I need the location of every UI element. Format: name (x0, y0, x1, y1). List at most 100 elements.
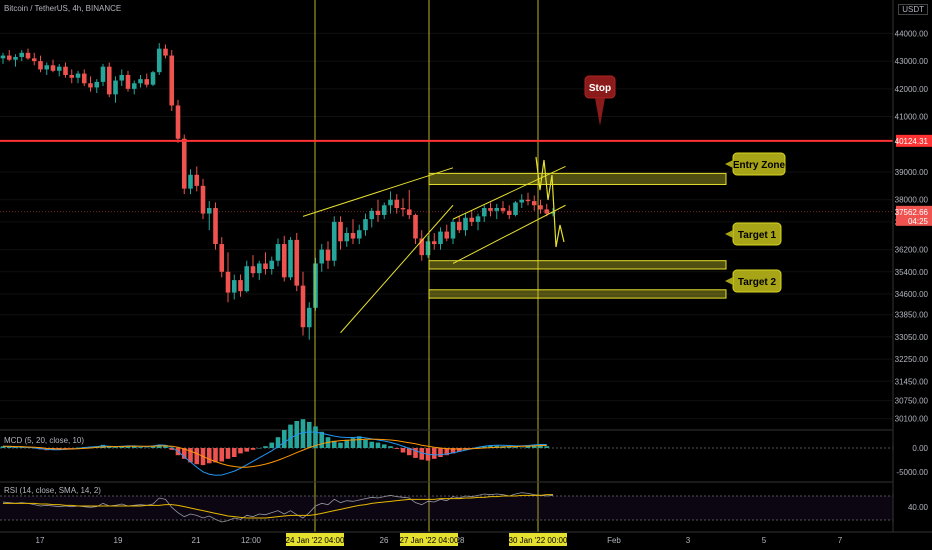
candle-body (44, 65, 50, 70)
macd-histogram-bar (300, 419, 306, 448)
macd-histogram-bar (169, 448, 175, 450)
candle-body (106, 66, 112, 95)
candle-body (363, 219, 368, 231)
macd-histogram-bar (125, 445, 131, 448)
macd-histogram-bar (213, 448, 218, 463)
macd-histogram-bar (263, 446, 268, 448)
macd-histogram-bar (63, 448, 68, 449)
projection-path (535, 156, 565, 248)
currency-badge[interactable]: USDT (898, 4, 928, 15)
time-tick-label: 7 (838, 536, 843, 545)
stop-price-label: 40124.31 (895, 137, 929, 146)
candle (200, 178, 206, 220)
candle (463, 213, 468, 236)
event-date-badge (400, 533, 458, 546)
macd-histogram-bar (188, 448, 193, 463)
candle-body (213, 208, 218, 245)
macd-histogram-bar (450, 448, 456, 454)
macd-histogram-bar (156, 444, 162, 448)
price-tick-label: 43000.00 (895, 57, 929, 66)
macd-histogram-bar (6, 446, 12, 448)
macd-histogram-bar (181, 448, 187, 459)
candle-body (100, 66, 106, 82)
candle-body (275, 244, 281, 261)
stop-price-badge (896, 134, 932, 147)
candle (431, 232, 437, 250)
candle-body (13, 56, 18, 60)
candle (88, 76, 93, 92)
candle (288, 237, 293, 281)
candle (344, 227, 350, 247)
macd-histogram-bar (131, 446, 137, 448)
time-tick-label: 12:00 (241, 536, 262, 545)
candle-body (450, 221, 456, 239)
candle (313, 257, 318, 311)
candle (188, 169, 193, 195)
candle-body (406, 209, 412, 215)
candle (481, 205, 487, 222)
target1-callout: Target 1 (725, 222, 782, 246)
candle (31, 52, 37, 66)
wedge-upper-line (302, 167, 454, 217)
macd-histogram-bar (256, 448, 262, 449)
candle (519, 194, 525, 209)
candle-body (56, 66, 62, 71)
rsi-tick-label: 40.00 (908, 503, 929, 512)
candle (94, 79, 100, 93)
candle (6, 50, 12, 62)
candle-body (475, 216, 481, 222)
macd-histogram-bar (113, 447, 118, 448)
candle (75, 70, 81, 84)
macd-histogram-bar (344, 439, 350, 448)
candle (181, 134, 187, 195)
candle-body (63, 66, 68, 75)
candle-body (463, 217, 468, 231)
stop-callout: Stop (584, 75, 616, 126)
target1-zone (428, 260, 727, 270)
candle-body (369, 210, 375, 220)
candle (81, 69, 87, 87)
price-tick-label: 35400.00 (895, 268, 929, 277)
rsi-label[interactable]: RSI (14, close, SMA, 14, 2) (4, 486, 101, 495)
macd-histogram-bar (406, 448, 412, 456)
grid (0, 32, 893, 420)
macd-histogram-bar (531, 445, 537, 448)
macd-histogram-bar (13, 447, 18, 448)
candle (494, 203, 500, 220)
candle-body (225, 271, 231, 293)
macd-tick-label: 0.00 (912, 444, 928, 453)
macd-histogram-bar (138, 447, 143, 448)
candlestick-series (0, 43, 556, 340)
candle-body (263, 263, 268, 270)
candle-body (269, 260, 275, 270)
rsi-pane: 40.00 (0, 481, 929, 523)
candle-body (444, 231, 450, 239)
candle (175, 99, 181, 143)
macd-histogram-bar (100, 444, 106, 448)
candle-body (125, 74, 131, 89)
candle-body (19, 52, 25, 57)
candle (444, 224, 450, 242)
time-axis[interactable]: 17 19 21 12:00 26 28 Feb 3 5 7 24 Jan '22 04:00 27 … (0, 531, 932, 546)
candle (406, 190, 412, 220)
candle (275, 238, 281, 267)
macd-label[interactable]: MCD (5, 20, close, 10) (4, 436, 85, 445)
candle-body (513, 202, 518, 215)
candle (63, 62, 68, 78)
entry-callout-label: Entry Zone (733, 160, 786, 171)
candle-body (294, 239, 300, 286)
macd-histogram-bar (238, 448, 243, 454)
macd-histogram-bar (369, 441, 375, 448)
symbol-title[interactable]: Bitcoin / TetherUS, 4h, BINANCE (4, 4, 122, 13)
macd-histogram-bar (375, 442, 381, 448)
candle-body (488, 208, 493, 211)
candle (56, 63, 62, 77)
candle (144, 73, 150, 88)
candle-body (88, 83, 93, 88)
candle-body (50, 65, 56, 71)
candle-body (138, 79, 143, 84)
price-axis[interactable]: 44000.00 43000.00 42000.00 41000.00 39000.00… (892, 0, 932, 532)
time-tick-label: 26 (380, 536, 389, 545)
macd-histogram-bar (431, 448, 437, 459)
